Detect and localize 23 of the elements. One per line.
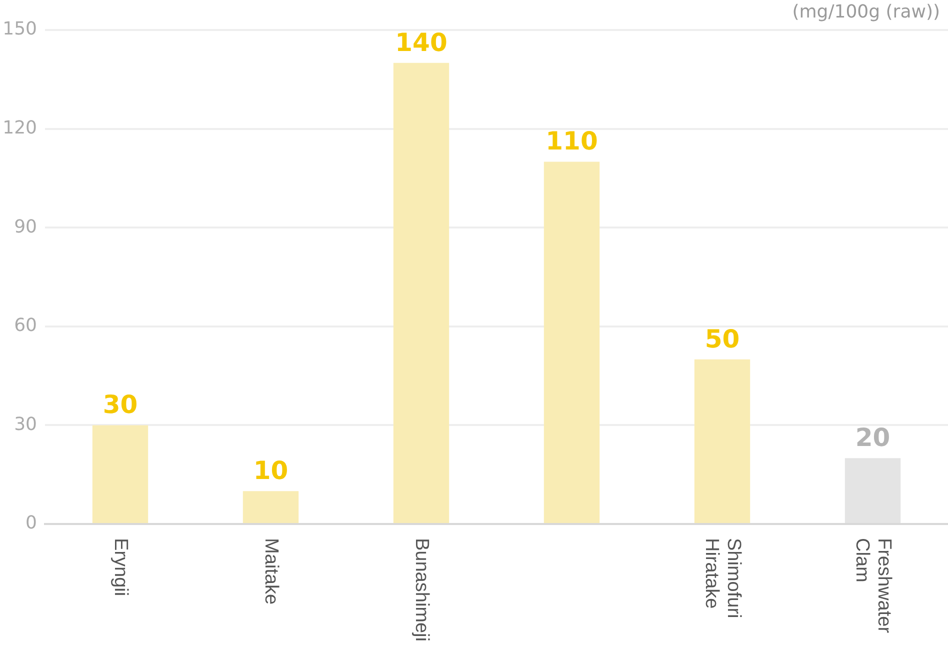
bar — [694, 359, 750, 523]
x-tick-label: Shimofuri Hiratake — [701, 538, 744, 618]
bar — [242, 491, 299, 523]
x-tick-label: Eryngii — [110, 538, 132, 596]
x-tick-label: Freshwater Clam — [852, 538, 895, 634]
data-label: 140 — [395, 28, 448, 57]
data-label: 50 — [704, 324, 740, 354]
y-tick-label: 120 — [2, 117, 37, 138]
bar — [544, 162, 600, 523]
y-tick-label: 0 — [26, 512, 37, 534]
y-tick-label: 90 — [14, 216, 37, 238]
x-tick-label: Maitake — [260, 538, 282, 605]
data-label: 10 — [253, 456, 288, 486]
bar — [393, 62, 450, 523]
data-label: 20 — [855, 423, 890, 452]
data-label: 110 — [546, 126, 598, 156]
x-tick-label: Bunashimeji — [411, 538, 432, 642]
y-tick-label: 60 — [14, 315, 37, 336]
bar — [92, 425, 148, 523]
y-tick-label: 150 — [2, 18, 37, 40]
data-label: 30 — [102, 390, 138, 420]
y-tick-label: 30 — [14, 414, 37, 435]
y-axis-title: (mg/100g (raw)) — [792, 2, 940, 23]
